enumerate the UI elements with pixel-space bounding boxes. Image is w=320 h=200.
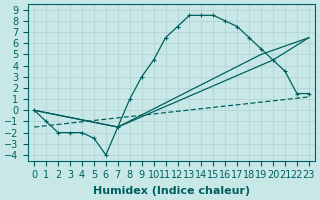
X-axis label: Humidex (Indice chaleur): Humidex (Indice chaleur) [93, 186, 250, 196]
